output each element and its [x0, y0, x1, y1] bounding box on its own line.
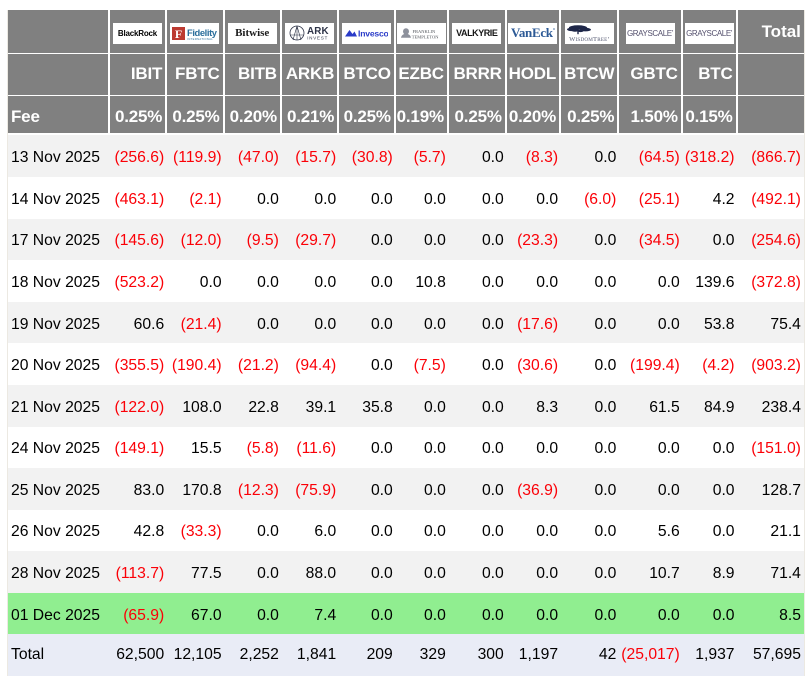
svg-text:WISDOMTREE’: WISDOMTREE’ [569, 36, 610, 43]
svg-text:INVEST: INVEST [307, 35, 328, 40]
svg-text:F: F [175, 26, 182, 40]
svg-text:ARK: ARK [307, 26, 329, 37]
svg-text:FRANKLIN: FRANKLIN [413, 29, 437, 34]
svg-text:TEMPLETON: TEMPLETON [412, 34, 439, 39]
svg-text:Fidelity: Fidelity [187, 27, 218, 38]
svg-text:INTERNATIONAL: INTERNATIONAL [188, 37, 214, 41]
svg-text:Invesco: Invesco [358, 28, 388, 38]
